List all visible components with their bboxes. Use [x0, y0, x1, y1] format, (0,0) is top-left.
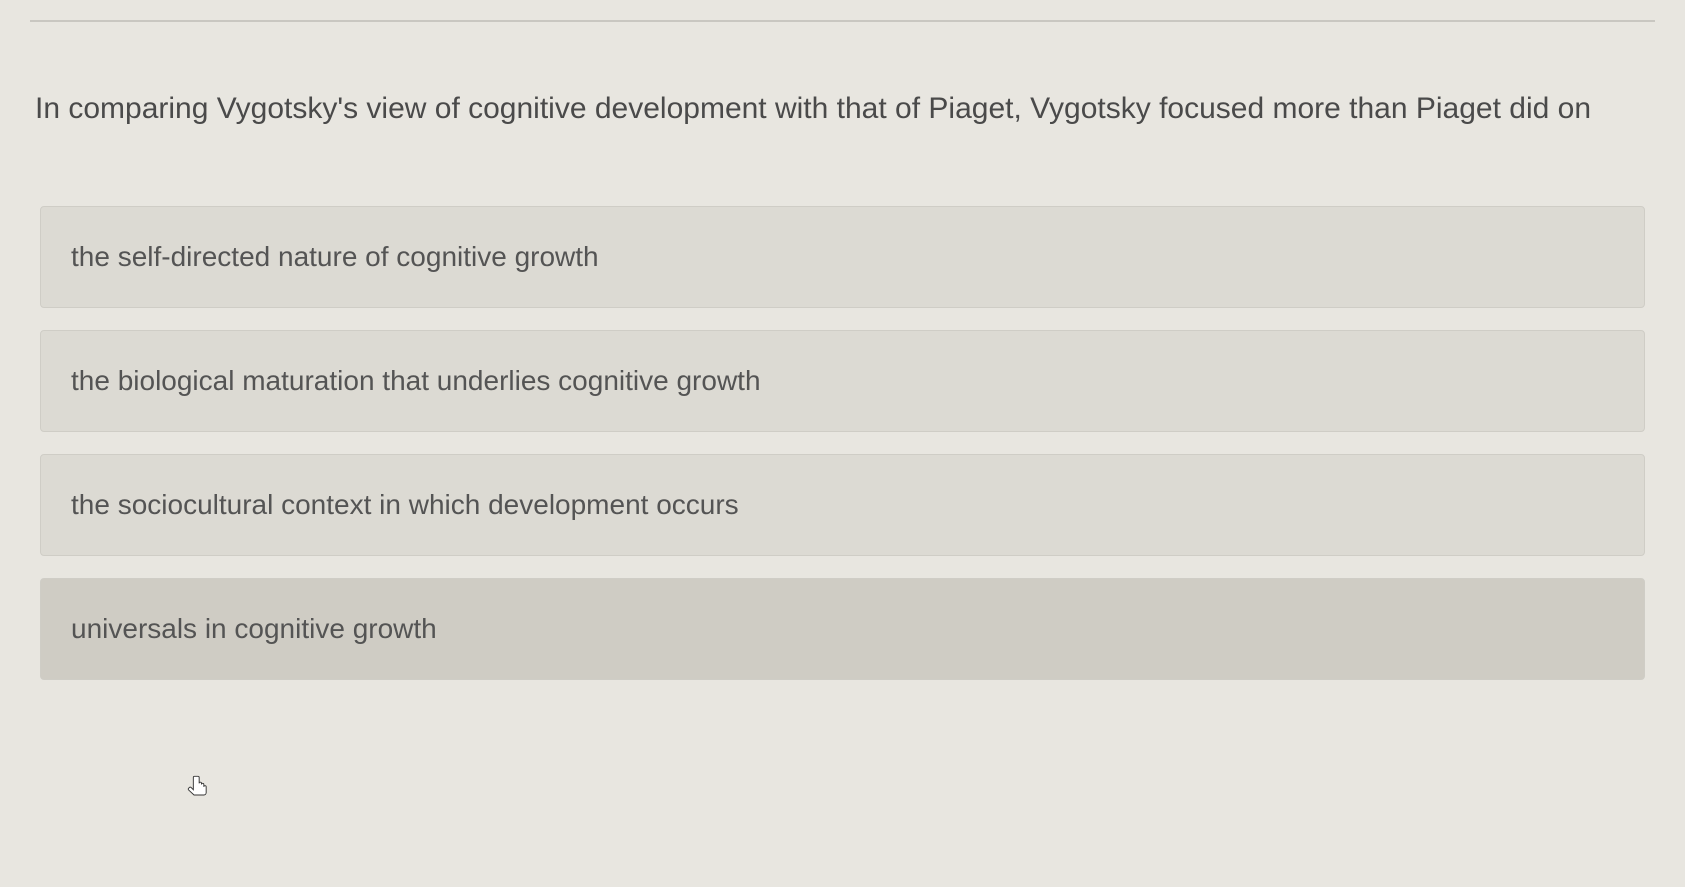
option-2[interactable]: the biological maturation that underlies…	[40, 330, 1645, 432]
option-3[interactable]: the sociocultural context in which devel…	[40, 454, 1645, 556]
option-4[interactable]: universals in cognitive growth	[40, 578, 1645, 680]
options-container: the self-directed nature of cognitive gr…	[30, 206, 1655, 680]
option-label: the self-directed nature of cognitive gr…	[71, 241, 599, 272]
top-divider	[30, 20, 1655, 22]
option-1[interactable]: the self-directed nature of cognitive gr…	[40, 206, 1645, 308]
hand-pointer-icon	[184, 774, 212, 802]
option-label: the biological maturation that underlies…	[71, 365, 761, 396]
option-label: universals in cognitive growth	[71, 613, 437, 644]
option-label: the sociocultural context in which devel…	[71, 489, 739, 520]
question-text: In comparing Vygotsky's view of cognitiv…	[30, 82, 1655, 136]
